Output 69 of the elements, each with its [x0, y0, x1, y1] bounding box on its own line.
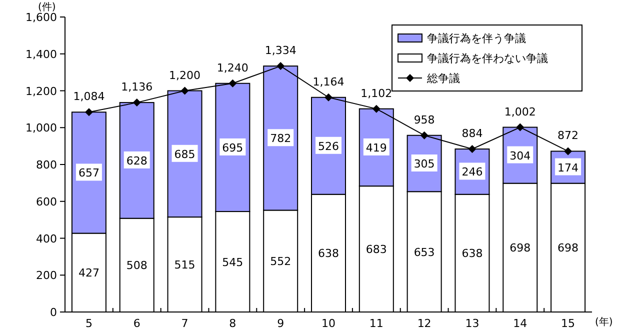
y-tick-label: 600 — [36, 195, 57, 208]
x-tick-label: 15 — [561, 317, 576, 330]
y-tick-label: 0 — [50, 306, 57, 319]
data-label: 174 — [558, 161, 579, 174]
data-label: 515 — [174, 258, 196, 272]
data-label: 246 — [462, 166, 483, 179]
data-label: 508 — [126, 259, 148, 272]
data-label: 526 — [318, 140, 339, 153]
data-label: 698 — [558, 242, 579, 255]
legend-label: 争議行為を伴わない争議 — [427, 52, 548, 65]
data-label: 884 — [462, 127, 483, 140]
y-tick-label: 1,600 — [26, 11, 57, 24]
data-label: 545 — [222, 256, 244, 269]
data-label: 305 — [414, 157, 435, 170]
y-tick-label: 1,400 — [26, 48, 57, 61]
x-tick-label: 12 — [417, 317, 432, 330]
y-tick-label: 800 — [36, 158, 57, 172]
data-label: 1,240 — [216, 61, 248, 74]
point — [132, 98, 141, 107]
data-label: 628 — [126, 154, 148, 168]
data-label: 427 — [78, 266, 100, 280]
data-label: 698 — [510, 242, 531, 255]
data-label: 552 — [270, 255, 292, 268]
x-tick-label: 8 — [229, 317, 236, 330]
x-tick-label: 11 — [369, 317, 384, 330]
data-label: 1,136 — [121, 80, 153, 94]
y-tick-label: 200 — [36, 269, 57, 282]
data-label: 1,334 — [264, 44, 296, 58]
x-tick-label: 9 — [277, 317, 284, 330]
x-axis-title: (年) — [595, 316, 613, 328]
y-tick-label: 1,200 — [26, 84, 57, 98]
data-label: 1,102 — [360, 86, 392, 100]
data-label: 419 — [366, 141, 387, 154]
data-label: 685 — [174, 148, 196, 161]
point — [276, 62, 285, 70]
point — [372, 104, 380, 113]
point — [516, 123, 524, 132]
legend-label: 争議行為を伴う争議 — [427, 32, 526, 45]
x-tick-label: 14 — [513, 317, 528, 330]
data-label: 872 — [558, 129, 579, 142]
legend-label: 総争議 — [426, 72, 460, 85]
data-label: 1,002 — [504, 105, 536, 118]
point — [564, 147, 572, 156]
x-tick-label: 7 — [181, 317, 188, 330]
point — [468, 145, 476, 154]
data-label: 653 — [414, 246, 435, 259]
point — [420, 131, 428, 140]
point — [228, 79, 237, 88]
data-label: 1,200 — [169, 68, 201, 82]
x-tick-label: 10 — [322, 317, 336, 330]
data-label: 695 — [222, 141, 244, 154]
point — [84, 108, 93, 116]
y-tick-label: 400 — [36, 232, 57, 246]
data-label: 1,164 — [312, 75, 344, 88]
data-label: 638 — [462, 247, 483, 260]
data-label: 657 — [78, 166, 100, 180]
data-label: 782 — [270, 132, 292, 146]
x-tick-label: 5 — [85, 317, 92, 330]
data-label: 683 — [366, 243, 387, 256]
y-tick-label: 1,000 — [26, 122, 57, 135]
data-label: 1,084 — [73, 90, 105, 104]
data-label: 304 — [510, 149, 531, 162]
data-label: 638 — [318, 247, 339, 260]
point — [324, 93, 332, 102]
x-tick-label: 13 — [465, 317, 480, 330]
point — [180, 86, 189, 95]
y-axis-title: (件) — [38, 2, 56, 13]
x-tick-label: 6 — [133, 317, 140, 330]
data-label: 958 — [414, 113, 435, 126]
